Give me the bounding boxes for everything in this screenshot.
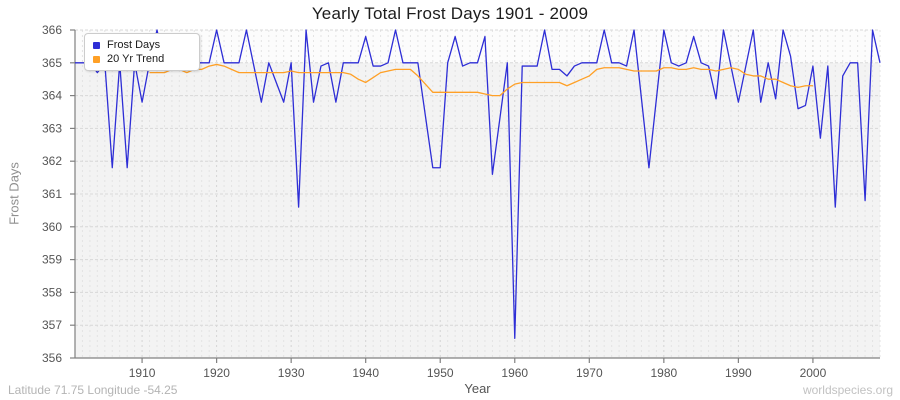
svg-text:1980: 1980: [650, 366, 677, 380]
svg-text:1990: 1990: [725, 366, 752, 380]
x-tick-labels: 1910 1920 1930 1940 1950 1960 1970 1980 1990 2000: [129, 366, 827, 380]
svg-text:357: 357: [42, 318, 62, 332]
trend-line: [149, 63, 813, 97]
x-axis-title: Year: [464, 381, 491, 396]
legend-item-frost-days: Frost Days: [93, 38, 199, 52]
svg-text:1960: 1960: [501, 366, 528, 380]
site-credit-label: worldspecies.org: [802, 383, 893, 397]
coordinates-label: Latitude 71.75 Longitude -54.25: [8, 383, 178, 397]
svg-text:360: 360: [42, 220, 62, 234]
legend-item-20yr-trend: 20 Yr Trend: [93, 52, 199, 66]
frost-days-line: [75, 29, 881, 339]
y-axis-title: Frost Days: [6, 162, 22, 225]
axes-spines: [70, 29, 880, 363]
legend: Frost Days 20 Yr Trend: [84, 33, 200, 71]
svg-text:356: 356: [42, 351, 62, 365]
svg-text:359: 359: [42, 253, 62, 267]
svg-text:362: 362: [42, 154, 62, 168]
svg-text:1930: 1930: [278, 366, 305, 380]
svg-text:1940: 1940: [352, 366, 379, 380]
chart-title: Yearly Total Frost Days 1901 - 2009: [311, 4, 589, 23]
y-tick-labels: 356 357 358 359 360 361 362 363 364 365 366: [42, 23, 62, 365]
trend-swatch-icon: [93, 55, 100, 63]
svg-text:1970: 1970: [576, 366, 603, 380]
svg-text:365: 365: [42, 56, 62, 70]
svg-text:363: 363: [42, 121, 62, 135]
svg-text:1950: 1950: [427, 366, 454, 380]
svg-text:361: 361: [42, 187, 62, 201]
legend-item-label: Frost Days: [107, 39, 161, 51]
svg-text:366: 366: [42, 23, 62, 37]
frost-days-swatch-icon: [93, 41, 100, 49]
svg-text:1920: 1920: [203, 366, 230, 380]
svg-text:358: 358: [42, 285, 62, 299]
horizontal-gridlines: [75, 29, 880, 326]
svg-text:364: 364: [42, 89, 62, 103]
legend-item-label: 20 Yr Trend: [107, 53, 165, 65]
svg-text:1910: 1910: [129, 366, 156, 380]
svg-text:2000: 2000: [800, 366, 827, 380]
